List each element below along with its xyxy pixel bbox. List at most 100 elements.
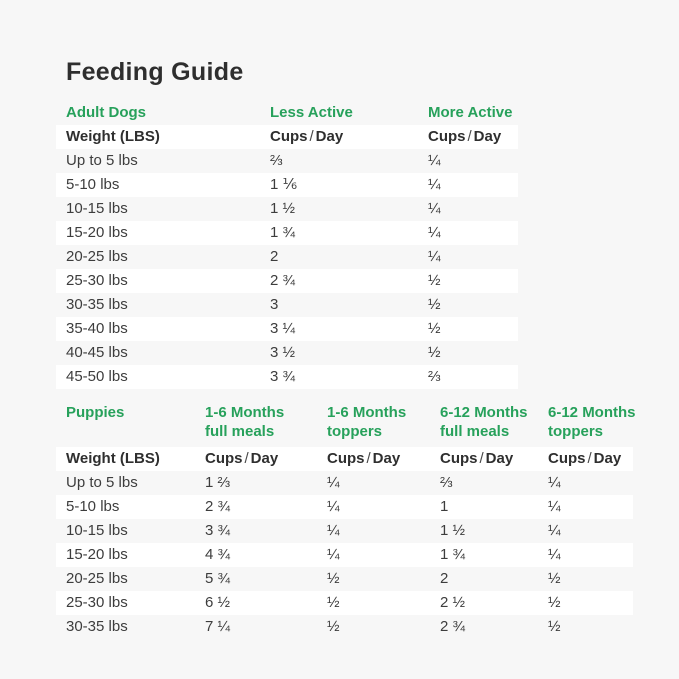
cell-less_active: 1 ¾ [270,224,296,241]
cell-full_6_12: 1 [440,498,449,515]
cell-less_active: 2 ¾ [270,272,296,289]
cell-toppers_1_6: ½ [327,618,340,635]
weight-column-header: Weight (LBS) [66,450,160,467]
day-label: Day [593,450,622,467]
cell-full_1_6: 5 ¾ [205,570,231,587]
column-header-less-active: Less Active [270,104,353,121]
cups-per-day-header: Cups / Day [317,447,430,471]
table-row: Up to 5 lbs ⅔ ¼ [56,149,518,173]
cell-weight: 30-35 lbs [66,296,128,313]
cell-full_1_6: 6 ½ [205,594,231,611]
cups-per-day-header: Cups / Day [418,125,518,149]
table-row: 15-20 lbs 1 ¾ ¼ [56,221,518,245]
table-row: 5-10 lbs 2 ¾ ¼ 1 ¼ [56,495,633,519]
column-header-line2: toppers [327,423,383,440]
cell-weight: 35-40 lbs [66,320,128,337]
cell-toppers_1_6: ¼ [327,498,340,515]
column-header-line1: 1-6 Months [327,404,407,421]
cell-toppers_6_12: ¼ [548,498,561,515]
cell-full_6_12: 2 [440,570,449,587]
weight-column-header: Weight (LBS) [66,128,160,145]
cell-less_active: 3 ¾ [270,368,296,385]
cell-toppers_1_6: ¼ [327,474,340,491]
cell-less_active: 3 [270,296,279,313]
cell-more_active: ¼ [428,224,441,241]
cell-weight: 5-10 lbs [66,176,120,193]
cell-full_6_12: 2 ½ [440,594,466,611]
cell-less_active: ⅔ [270,152,283,169]
cell-full_6_12: 1 ½ [440,522,466,539]
table-row: 30-35 lbs 7 ¼ ½ 2 ¾ ½ [56,615,633,639]
column-header-line2: full meals [440,423,510,440]
cups-label: Cups [205,450,243,467]
cell-more_active: ½ [428,272,441,289]
cell-more_active: ½ [428,344,441,361]
cell-more_active: ¼ [428,248,441,265]
cell-less_active: 2 [270,248,279,265]
cell-less_active: 3 ¼ [270,320,296,337]
cell-weight: Up to 5 lbs [66,152,138,169]
cell-full_1_6: 2 ¾ [205,498,231,515]
table-row: 15-20 lbs 4 ¾ ¼ 1 ¾ ¼ [56,543,633,567]
cell-weight: Up to 5 lbs [66,474,138,491]
column-header-more-active: More Active [428,104,513,121]
cell-toppers_6_12: ¼ [548,474,561,491]
puppies-table: Puppies 1-6 Months full meals 1-6 Months t… [56,401,636,639]
adult-dogs-subheader-row: Weight (LBS) Cups / Day Cups / Day [56,125,518,149]
cell-toppers_1_6: ¼ [327,522,340,539]
cell-weight: 45-50 lbs [66,368,128,385]
column-header-6-12-months-toppers: 6-12 Months toppers [538,403,636,441]
table-row: 35-40 lbs 3 ¼ ½ [56,317,518,341]
adult-dogs-table-body: Up to 5 lbs ⅔ ¼ 5-10 lbs 1 ⅙ ¼ 10-15 lbs 1 ½ ¼ 15… [56,149,518,389]
cups-per-day-header: Cups / Day [195,447,317,471]
slash-separator: / [587,450,592,467]
cell-toppers_1_6: ½ [327,594,340,611]
cell-toppers_6_12: ¼ [548,522,561,539]
column-header-line1: 6-12 Months [548,404,636,421]
cell-full_1_6: 7 ¼ [205,618,231,635]
cups-per-day-header: Cups / Day [260,125,418,149]
cell-more_active: ¼ [428,152,441,169]
cell-toppers_6_12: ½ [548,618,561,635]
day-label: Day [315,128,344,145]
day-label: Day [485,450,514,467]
column-header-6-12-months-full-meals: 6-12 Months full meals [430,403,538,441]
adult-dogs-header-row: Adult Dogs Less Active More Active [56,103,518,125]
cell-weight: 25-30 lbs [66,594,128,611]
slash-separator: / [366,450,371,467]
cell-weight: 10-15 lbs [66,522,128,539]
slash-separator: / [244,450,249,467]
slash-separator: / [467,128,472,145]
cell-full_6_12: 2 ¾ [440,618,466,635]
puppies-table-body: Up to 5 lbs 1 ⅔ ¼ ⅔ ¼ 5-10 lbs 2 ¾ ¼ 1 ¼ 10-15 lbs… [56,471,633,639]
cell-full_1_6: 1 ⅔ [205,474,231,491]
cell-weight: 5-10 lbs [66,498,120,515]
table-row: Up to 5 lbs 1 ⅔ ¼ ⅔ ¼ [56,471,633,495]
column-header-1-6-months-toppers: 1-6 Months toppers [317,403,430,441]
cell-weight: 15-20 lbs [66,224,128,241]
puppies-section-label: Puppies [66,404,125,421]
day-label: Day [250,450,279,467]
cell-weight: 15-20 lbs [66,546,128,563]
cell-toppers_6_12: ½ [548,570,561,587]
puppies-header-row: Puppies 1-6 Months full meals 1-6 Months t… [56,401,636,447]
column-header-line1: 1-6 Months [205,404,285,421]
cell-full_1_6: 3 ¾ [205,522,231,539]
cell-weight: 25-30 lbs [66,272,128,289]
table-row: 10-15 lbs 3 ¾ ¼ 1 ½ ¼ [56,519,633,543]
cell-more_active: ⅔ [428,368,441,385]
cell-more_active: ¼ [428,200,441,217]
cell-weight: 40-45 lbs [66,344,128,361]
cell-weight: 20-25 lbs [66,570,128,587]
page-title: Feeding Guide [66,58,244,86]
cups-per-day-header: Cups / Day [430,447,538,471]
day-label: Day [372,450,401,467]
cell-full_6_12: 1 ¾ [440,546,466,563]
cell-more_active: ¼ [428,176,441,193]
cell-weight: 20-25 lbs [66,248,128,265]
table-row: 25-30 lbs 6 ½ ½ 2 ½ ½ [56,591,633,615]
table-row: 40-45 lbs 3 ½ ½ [56,341,518,365]
slash-separator: / [479,450,484,467]
column-header-line1: 6-12 Months [440,404,528,421]
